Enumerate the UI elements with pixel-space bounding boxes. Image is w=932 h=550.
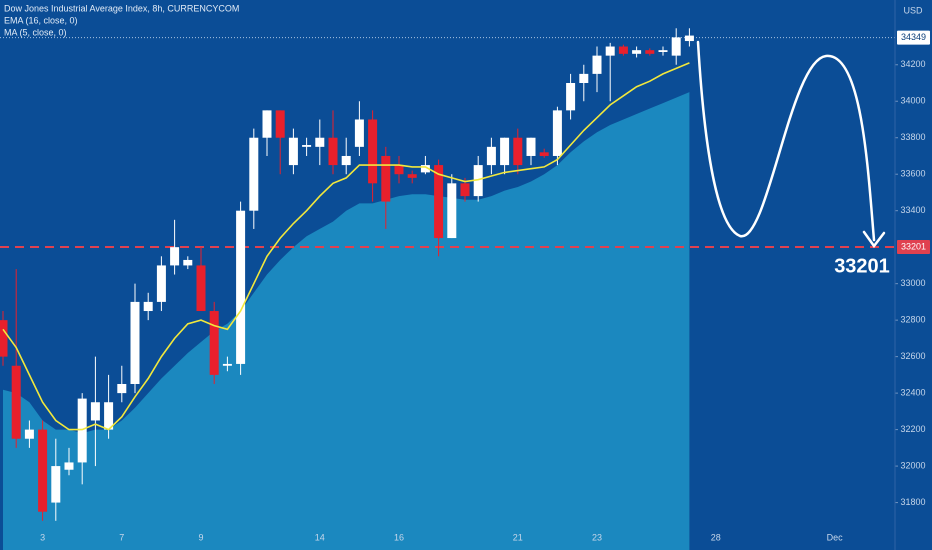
candle-body — [645, 50, 655, 54]
candle-body — [302, 145, 312, 147]
candle-body — [447, 183, 457, 239]
candle-body — [513, 137, 523, 166]
candle-body — [183, 259, 193, 266]
candle-body — [275, 110, 285, 138]
x-tick-label: 21 — [513, 532, 523, 542]
candle-body — [11, 365, 21, 439]
arrow-head — [862, 230, 886, 249]
x-tick-label: 28 — [711, 532, 721, 542]
candle-body — [51, 466, 61, 503]
candle-body — [77, 398, 87, 463]
y-tick-label: 34000 — [900, 96, 925, 106]
candle-body — [24, 429, 34, 439]
plot-area — [0, 28, 895, 550]
candle-body — [473, 165, 483, 197]
y-tick-label: 32200 — [900, 424, 925, 434]
y-tick-label: 33600 — [900, 169, 925, 179]
x-tick-label: 9 — [198, 532, 203, 542]
candle-body — [434, 165, 444, 239]
indicator-legend: EMA (16, close, 0) — [4, 15, 78, 25]
candle-body — [460, 183, 470, 197]
chart-title: Dow Jones Industrial Average Index, 8h, … — [4, 3, 239, 13]
candle-body — [552, 110, 562, 156]
y-tick-label: 32000 — [900, 460, 925, 470]
candle-body — [328, 137, 338, 166]
candle-body — [486, 146, 496, 166]
candle-body — [500, 137, 510, 166]
candle-body — [684, 35, 694, 42]
x-tick-label: 7 — [119, 532, 124, 542]
candle-body — [315, 137, 325, 147]
y-tick-label: 34200 — [900, 59, 925, 69]
x-tick-label: 3 — [40, 532, 45, 542]
candle-body — [354, 119, 364, 147]
candle-body — [143, 301, 153, 312]
candle-body — [368, 119, 378, 184]
candle-body — [0, 320, 8, 357]
ema-line — [2, 62, 690, 431]
candle-body — [262, 110, 272, 138]
candle-body — [249, 137, 259, 211]
candle-body — [632, 50, 642, 54]
candle-body — [407, 174, 417, 178]
candle-body — [420, 165, 430, 173]
y-tick-label: 32800 — [900, 315, 925, 325]
candle-body — [341, 155, 351, 166]
candle-body — [539, 152, 549, 156]
candle-body — [605, 46, 615, 56]
x-tick-label: 14 — [315, 532, 325, 542]
price-label-box — [897, 239, 930, 254]
candle-body — [566, 83, 576, 111]
candle-body — [222, 363, 232, 366]
candle-body — [236, 210, 246, 364]
price-label-box — [897, 30, 930, 45]
candle-body — [156, 265, 166, 302]
candle-body — [381, 155, 391, 202]
candle-body — [658, 50, 668, 52]
candle-body — [394, 165, 404, 175]
x-tick-label: 16 — [394, 532, 404, 542]
candle-body — [117, 383, 127, 394]
candle-body — [671, 37, 681, 56]
target-annotation: 33201 — [834, 255, 890, 277]
price-label: 34349 — [901, 32, 926, 42]
candle-body — [104, 402, 114, 430]
candle-body — [170, 247, 180, 266]
y-tick-label: 32400 — [900, 387, 925, 397]
candle-body — [196, 265, 206, 312]
candle-body — [90, 402, 100, 421]
y-tick-label: 33400 — [900, 205, 925, 215]
candle-body — [209, 311, 219, 375]
candle-body — [526, 137, 536, 156]
candle-body — [64, 462, 74, 470]
y-tick-label: 31800 — [900, 497, 925, 507]
candle-body — [38, 429, 48, 512]
y-tick-label: 33800 — [900, 132, 925, 142]
candle-body — [130, 301, 140, 384]
candle-body — [592, 55, 602, 74]
indicator-legend: MA (5, close, 0) — [4, 27, 67, 37]
y-tick-label: 32600 — [900, 351, 925, 361]
axis-unit: USD — [903, 5, 923, 15]
ma-area — [3, 92, 690, 550]
candle-body — [288, 137, 298, 166]
x-tick-label: Dec — [827, 532, 844, 542]
x-tick-label: 23 — [592, 532, 602, 542]
hand-drawn-arrow — [696, 40, 876, 242]
price-label: 33201 — [901, 241, 926, 251]
candle-body — [579, 73, 589, 84]
y-tick-label: 33000 — [900, 278, 925, 288]
candle-body — [618, 46, 628, 54]
